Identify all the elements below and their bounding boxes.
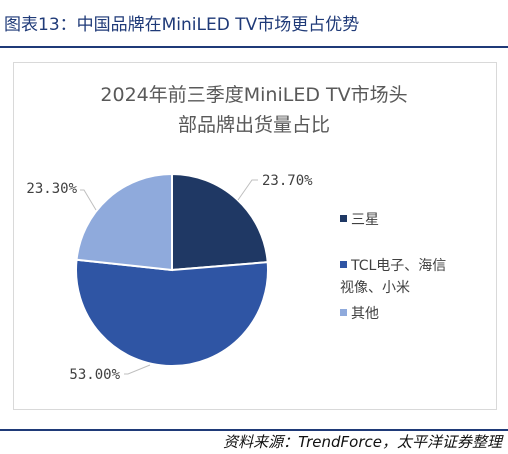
pie-slice — [171, 172, 269, 272]
top-rule — [0, 46, 508, 48]
leader-line — [80, 189, 97, 211]
leader-line — [237, 179, 258, 201]
legend-label: 其他 — [351, 306, 379, 322]
legend-label: TCL电子、海信 — [350, 258, 446, 274]
chart-title-line-1: 2024年前三季度MiniLED TV市场头 — [100, 84, 408, 106]
data-label: 23.30% — [26, 181, 77, 197]
leader-line — [124, 364, 151, 375]
chart-title-line-2: 部品牌出货量占比 — [177, 114, 330, 136]
legend-swatch — [340, 309, 347, 316]
legend-swatch — [340, 261, 347, 268]
data-label: 53.00% — [69, 367, 120, 383]
figure-title: 图表13：中国品牌在MiniLED TV市场更占优势 — [4, 15, 360, 35]
pie-slice — [75, 172, 173, 272]
legend-label: 三星 — [351, 212, 379, 228]
data-label: 23.70% — [262, 173, 313, 189]
legend-label: 视像、小米 — [340, 280, 410, 296]
legend-swatch — [340, 215, 347, 222]
pie-slice — [75, 258, 270, 368]
source-note: 资料来源：TrendForce，太平洋证券整理 — [223, 433, 502, 451]
bottom-rule — [0, 429, 508, 431]
